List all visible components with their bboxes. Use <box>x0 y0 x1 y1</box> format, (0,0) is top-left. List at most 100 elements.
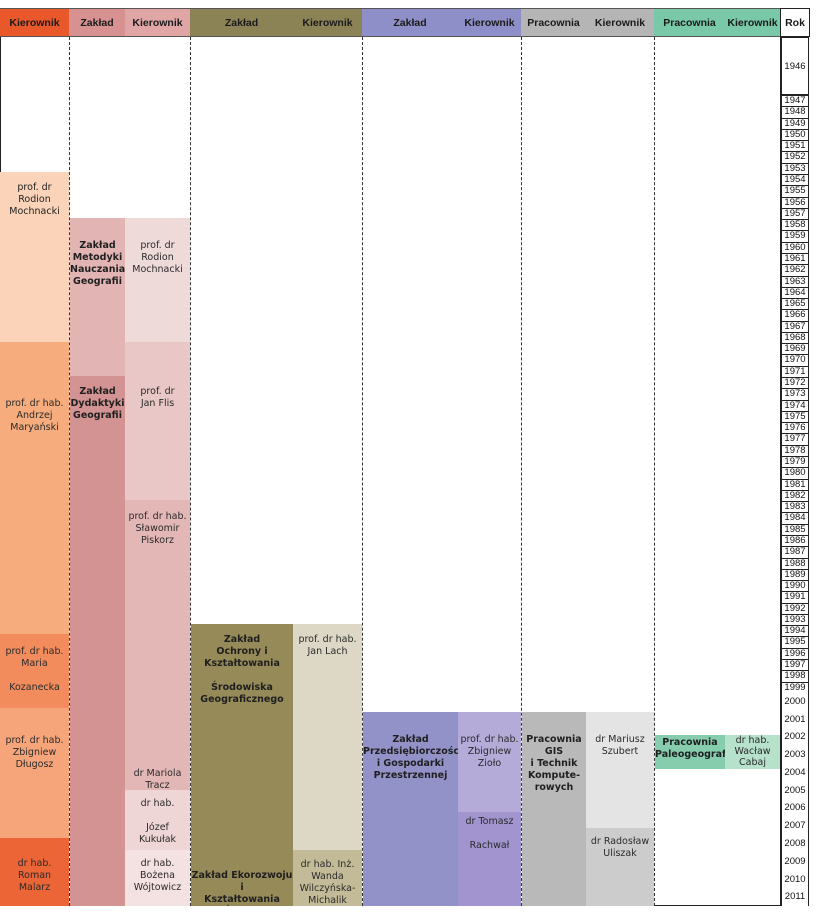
col2-head-2: prof. dr Jan Flis <box>125 342 190 500</box>
col2-head-3: prof. dr hab. Sławomir Piskorz <box>125 500 190 766</box>
year-1972: 1972 <box>781 377 809 389</box>
year-1962: 1962 <box>781 264 809 276</box>
year-1950: 1950 <box>781 128 809 141</box>
year-1969: 1969 <box>781 343 809 355</box>
col3-head-2: dr hab. Inż. Wanda Wilczyńska- Michalik <box>293 850 362 906</box>
year-2006: 2006 <box>781 799 809 818</box>
header-9: Kierownik <box>586 8 654 37</box>
col3-unit-1: Zakład Ochrony i Kształtowania Środowiska Ge… <box>191 624 293 868</box>
year-1981: 1981 <box>781 478 809 491</box>
separator-4 <box>521 37 522 906</box>
separator-year <box>780 37 781 906</box>
year-1975: 1975 <box>781 410 809 423</box>
col4-unit-1: Zakład Przedsiębiorczości i Gospodarki Prze… <box>363 712 458 906</box>
year-1967: 1967 <box>781 320 809 333</box>
year-1973: 1973 <box>781 388 809 401</box>
year-1960: 1960 <box>781 241 809 254</box>
year-1994: 1994 <box>781 625 809 637</box>
year-2003: 2003 <box>781 746 809 765</box>
separator-3 <box>362 37 363 906</box>
col5-unit-1: Pracownia GIS i Technik Kompute-rowych <box>522 712 586 906</box>
col5-head-2: dr Radosław Uliszak <box>586 828 654 906</box>
year-1999: 1999 <box>781 681 809 694</box>
year-2000: 2000 <box>781 692 809 712</box>
col3-head-1: prof. dr hab. Jan Lach <box>293 624 362 850</box>
year-1965: 1965 <box>781 298 809 310</box>
header-4: Zakład <box>190 8 293 37</box>
year-1988: 1988 <box>781 557 809 570</box>
year-1949: 1949 <box>781 117 809 130</box>
year-1968: 1968 <box>781 331 809 344</box>
header-3: Kierownik <box>125 8 190 37</box>
year-2002: 2002 <box>781 728 809 747</box>
header-12: Rok <box>780 8 810 37</box>
year-1955: 1955 <box>781 185 809 197</box>
year-1998: 1998 <box>781 670 809 683</box>
year-1991: 1991 <box>781 591 809 604</box>
year-2008: 2008 <box>781 834 809 854</box>
year-1982: 1982 <box>781 489 809 502</box>
col1-head-4: prof. dr hab. Zbigniew Długosz <box>0 708 69 838</box>
year-1959: 1959 <box>781 230 809 243</box>
col4-head-1: prof. dr hab. Zbigniew Zioło <box>458 712 521 812</box>
col6-unit-1: Pracownia Paleogeografii <box>655 735 725 769</box>
header-10: Pracownia <box>654 8 725 37</box>
year-1956: 1956 <box>781 196 809 209</box>
header-11: Kierownik <box>725 8 780 37</box>
header-5: Kierownik <box>293 8 362 37</box>
col1-head-2: prof. dr hab. Andrzej Maryański <box>0 342 69 634</box>
header-1: Kierownik <box>0 8 69 37</box>
header-8: Pracownia <box>521 8 586 37</box>
year-1985: 1985 <box>781 523 809 536</box>
year-1958: 1958 <box>781 219 809 231</box>
year-1979: 1979 <box>781 456 809 468</box>
year-1957: 1957 <box>781 207 809 220</box>
year-1986: 1986 <box>781 534 809 547</box>
header-6: Zakład <box>362 8 458 37</box>
year-1987: 1987 <box>781 546 809 558</box>
year-1952: 1952 <box>781 151 809 164</box>
year-1963: 1963 <box>781 275 809 288</box>
header-2: Zakład <box>69 8 125 37</box>
year-1990: 1990 <box>781 580 809 592</box>
year-2001: 2001 <box>781 710 809 729</box>
year-2009: 2009 <box>781 852 809 871</box>
year-1961: 1961 <box>781 252 809 265</box>
year-1989: 1989 <box>781 568 809 581</box>
separator-5 <box>654 37 655 906</box>
year-1951: 1951 <box>781 140 809 152</box>
header-7: Kierownik <box>458 8 521 37</box>
col2-head-4: dr Mariola Tracz <box>125 766 190 790</box>
year-1964: 1964 <box>781 286 809 299</box>
year-2011: 2011 <box>781 888 809 907</box>
year-1953: 1953 <box>781 162 809 175</box>
year-1954: 1954 <box>781 174 809 186</box>
col2-head-1: prof. dr Rodion Mochnacki <box>125 218 190 342</box>
year-1976: 1976 <box>781 422 809 434</box>
col6-head-1: dr hab. Wacław Cabaj <box>725 735 780 769</box>
year-1996: 1996 <box>781 647 809 660</box>
col2-head-5: dr hab. Józef Kukułak <box>125 790 190 850</box>
year-1977: 1977 <box>781 433 809 446</box>
year-2004: 2004 <box>781 763 809 783</box>
col5-head-1: dr Mariusz Szubert <box>586 712 654 828</box>
year-1971: 1971 <box>781 365 809 378</box>
year-2005: 2005 <box>781 781 809 800</box>
year-1997: 1997 <box>781 659 809 671</box>
year-2007: 2007 <box>781 817 809 836</box>
year-1983: 1983 <box>781 501 809 513</box>
year-1946: 1946 <box>781 37 809 95</box>
year-2010: 2010 <box>781 870 809 889</box>
separator-1 <box>69 37 70 906</box>
col2-unit-1: Zakład Metodyki Nauczania Geografii <box>70 218 125 376</box>
col2-unit-2: Zakład Dydaktyki Geografii <box>70 376 125 906</box>
col1-head-5: dr hab. Roman Malarz <box>0 838 69 906</box>
year-1978: 1978 <box>781 444 809 457</box>
col1-head-3: prof. dr hab. Maria Kozanecka <box>0 634 69 708</box>
col1-head-1: prof. dr Rodion Mochnacki <box>0 172 69 342</box>
year-1948: 1948 <box>781 106 809 119</box>
col2-head-6: dr hab. Bożena Wójtowicz <box>125 850 190 906</box>
year-1984: 1984 <box>781 512 809 525</box>
year-1970: 1970 <box>781 354 809 367</box>
